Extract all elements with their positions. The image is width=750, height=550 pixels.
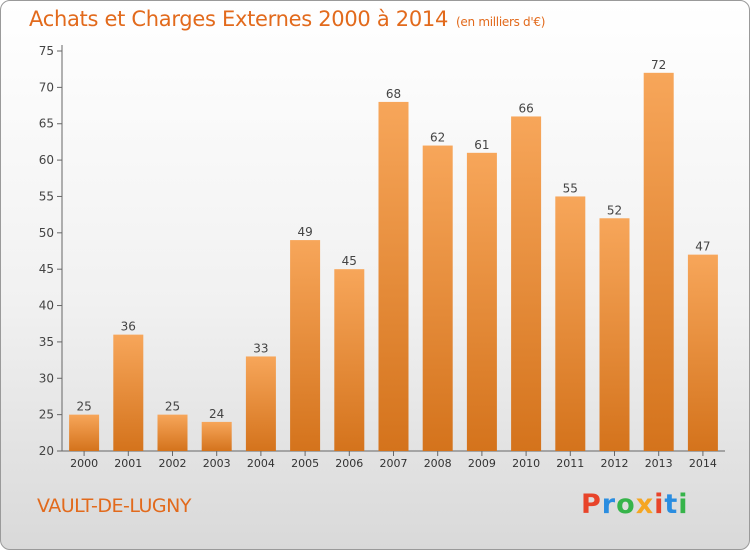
logo-letter: o — [616, 489, 636, 520]
x-tick-label: 2007 — [380, 457, 408, 470]
y-tick-label: 50 — [39, 226, 54, 240]
y-tick-label: 30 — [39, 371, 54, 385]
logo-letter: t — [664, 489, 679, 520]
bars — [69, 72, 718, 452]
bar — [201, 421, 232, 451]
x-tick-label: 2012 — [601, 457, 629, 470]
bar — [113, 334, 144, 451]
city-name: VAULT-DE-LUGNY — [37, 495, 191, 517]
x-tick-label: 2008 — [424, 457, 452, 470]
data-label: 55 — [563, 181, 578, 195]
bar — [290, 240, 321, 451]
y-tick-label: 35 — [39, 335, 54, 349]
y-tick-label: 25 — [39, 408, 54, 422]
y-tick-label: 75 — [39, 44, 54, 58]
data-label: 72 — [651, 58, 666, 72]
x-tick-label: 2010 — [512, 457, 540, 470]
x-tick-label: 2002 — [159, 457, 187, 470]
logo-letter: P — [581, 489, 602, 520]
x-tick-label: 2006 — [335, 457, 363, 470]
bar — [687, 254, 718, 451]
y-tick-label: 40 — [39, 299, 54, 313]
logo-letter: i — [678, 489, 689, 520]
data-label: 25 — [165, 400, 180, 414]
logo-letter: i — [654, 489, 665, 520]
bar — [69, 414, 100, 451]
data-label: 25 — [76, 400, 91, 414]
x-tick-label: 2001 — [114, 457, 142, 470]
data-label: 47 — [695, 240, 710, 254]
x-tick-label: 2004 — [247, 457, 275, 470]
bar — [511, 116, 542, 452]
bar — [378, 101, 409, 451]
y-tick-label: 70 — [39, 80, 54, 94]
data-label: 33 — [253, 341, 268, 355]
y-tick-label: 65 — [39, 117, 54, 131]
y-tick-label: 45 — [39, 262, 54, 276]
data-label: 62 — [430, 131, 445, 145]
x-tick-label: 2000 — [70, 457, 98, 470]
logo-letter: x — [635, 489, 655, 520]
x-tick-label: 2009 — [468, 457, 496, 470]
bar — [599, 218, 630, 451]
logo-letter: r — [601, 489, 617, 520]
x-tick-label: 2014 — [689, 457, 717, 470]
title-text: Achats et Charges Externes 2000 à 2014 — [29, 7, 449, 31]
labels: 2000 25 2001 36 2002 25 2003 24 2004 33 2005 49 2006… — [70, 58, 717, 470]
bar — [643, 72, 674, 452]
y-tick-label: 60 — [39, 153, 54, 167]
data-label: 45 — [342, 254, 357, 268]
x-tick-label: 2013 — [645, 457, 673, 470]
data-label: 68 — [386, 87, 401, 101]
bar — [555, 196, 586, 451]
data-label: 36 — [121, 320, 136, 334]
data-label: 52 — [607, 203, 622, 217]
axes: 20 25 30 35 40 45 50 55 60 65 70 75 — [39, 44, 725, 458]
x-tick-label: 2005 — [291, 457, 319, 470]
chart-title: Achats et Charges Externes 2000 à 2014 (e… — [29, 7, 545, 31]
data-label: 61 — [474, 138, 489, 152]
bar — [245, 356, 276, 451]
x-tick-label: 2003 — [203, 457, 231, 470]
bar — [334, 269, 365, 451]
x-tick-label: 2011 — [556, 457, 584, 470]
y-tick-label: 20 — [39, 444, 54, 458]
data-label: 66 — [518, 101, 533, 115]
proxiti-logo[interactable]: Proxiti — [581, 489, 689, 520]
data-label: 24 — [209, 407, 224, 421]
data-label: 49 — [297, 225, 312, 239]
bar — [422, 145, 453, 451]
bar — [466, 152, 497, 451]
title-unit: (en milliers d'€) — [456, 15, 546, 29]
bar — [157, 414, 188, 451]
y-tick-label: 55 — [39, 189, 54, 203]
